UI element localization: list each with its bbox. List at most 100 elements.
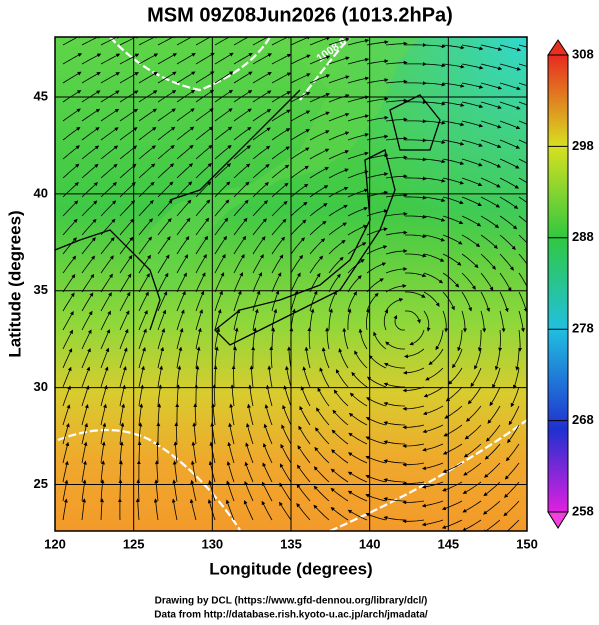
streamline	[518, 215, 527, 223]
streamline	[385, 230, 408, 236]
streamline	[366, 292, 379, 312]
streamline	[214, 235, 227, 255]
streamline	[422, 405, 444, 416]
streamline	[442, 120, 465, 127]
streamline	[309, 37, 331, 46]
streamline	[461, 234, 481, 247]
streamline	[480, 196, 501, 208]
streamline	[228, 422, 235, 445]
streamline	[423, 272, 444, 284]
streamline	[492, 367, 501, 389]
streamline	[461, 82, 484, 89]
streamline	[422, 424, 444, 434]
streamline	[100, 236, 115, 255]
colorbar-tick-label: 288	[572, 229, 594, 244]
streamline	[499, 310, 506, 333]
streamline	[119, 422, 125, 445]
streamline	[233, 254, 245, 274]
streamline	[423, 63, 446, 68]
streamline	[315, 427, 330, 445]
streamline	[195, 346, 201, 369]
colorbar-min-arrow	[547, 511, 569, 529]
streamline	[233, 290, 242, 312]
streamline	[81, 108, 101, 122]
streamline	[480, 63, 503, 71]
streamline	[214, 254, 226, 274]
streamline	[290, 54, 311, 65]
streamline	[309, 111, 330, 122]
streamline	[518, 101, 527, 106]
streamline	[214, 37, 235, 46]
streamline	[499, 158, 520, 169]
streamline	[176, 290, 186, 312]
streamline	[62, 329, 73, 350]
streamline	[195, 327, 202, 350]
streamline	[138, 163, 156, 179]
streamline	[81, 72, 101, 84]
streamline	[81, 385, 90, 407]
streamline	[157, 309, 167, 331]
streamline	[195, 52, 215, 65]
streamline	[271, 290, 280, 312]
streamline	[423, 310, 431, 332]
streamline	[499, 63, 521, 71]
streamline	[252, 308, 259, 331]
streamline	[157, 236, 171, 255]
streamline	[252, 37, 273, 46]
streamline	[442, 196, 464, 205]
streamline	[157, 126, 176, 141]
streamline	[461, 196, 482, 206]
streamline	[383, 515, 406, 521]
streamline	[214, 89, 234, 103]
streamline	[442, 158, 465, 166]
coastline	[55, 89, 301, 331]
streamline	[195, 71, 215, 84]
streamline	[328, 112, 350, 122]
streamline	[157, 272, 169, 293]
streamline	[328, 131, 350, 141]
streamline	[100, 200, 117, 217]
streamline	[347, 259, 365, 274]
streamline	[157, 291, 168, 312]
streamline	[461, 253, 479, 269]
streamline	[264, 404, 273, 426]
streamline	[279, 482, 292, 502]
streamline	[409, 329, 425, 346]
streamline	[195, 365, 200, 388]
streamline	[214, 290, 223, 312]
streamline	[233, 71, 253, 84]
streamline	[299, 405, 311, 426]
x-tick-label: 120	[44, 536, 66, 551]
streamline	[405, 272, 427, 278]
streamline	[195, 126, 214, 141]
streamline	[138, 422, 143, 445]
streamline	[290, 201, 308, 217]
streamline	[347, 275, 362, 293]
streamline	[154, 479, 159, 502]
streamline	[404, 138, 427, 143]
streamline	[461, 310, 467, 333]
y-tick-label: 30	[34, 379, 48, 394]
streamline	[176, 309, 185, 331]
streamline	[296, 483, 311, 502]
streamline	[499, 272, 512, 292]
streamline	[176, 346, 183, 369]
streamline	[328, 273, 341, 293]
streamline	[62, 311, 74, 331]
streamline	[62, 108, 81, 122]
streamline	[81, 460, 87, 483]
streamline	[402, 519, 425, 524]
streamline	[499, 196, 519, 209]
streamline	[62, 348, 73, 369]
x-tick-label: 140	[359, 536, 381, 551]
plot-frame	[54, 36, 528, 532]
streamline	[138, 218, 153, 236]
y-tick-label: 40	[34, 185, 48, 200]
streamline	[328, 150, 350, 160]
streamline	[404, 157, 427, 162]
streamline	[518, 63, 527, 67]
streamline	[290, 219, 307, 236]
streamline	[332, 409, 349, 426]
streamline	[480, 253, 496, 270]
streamline	[157, 328, 166, 350]
